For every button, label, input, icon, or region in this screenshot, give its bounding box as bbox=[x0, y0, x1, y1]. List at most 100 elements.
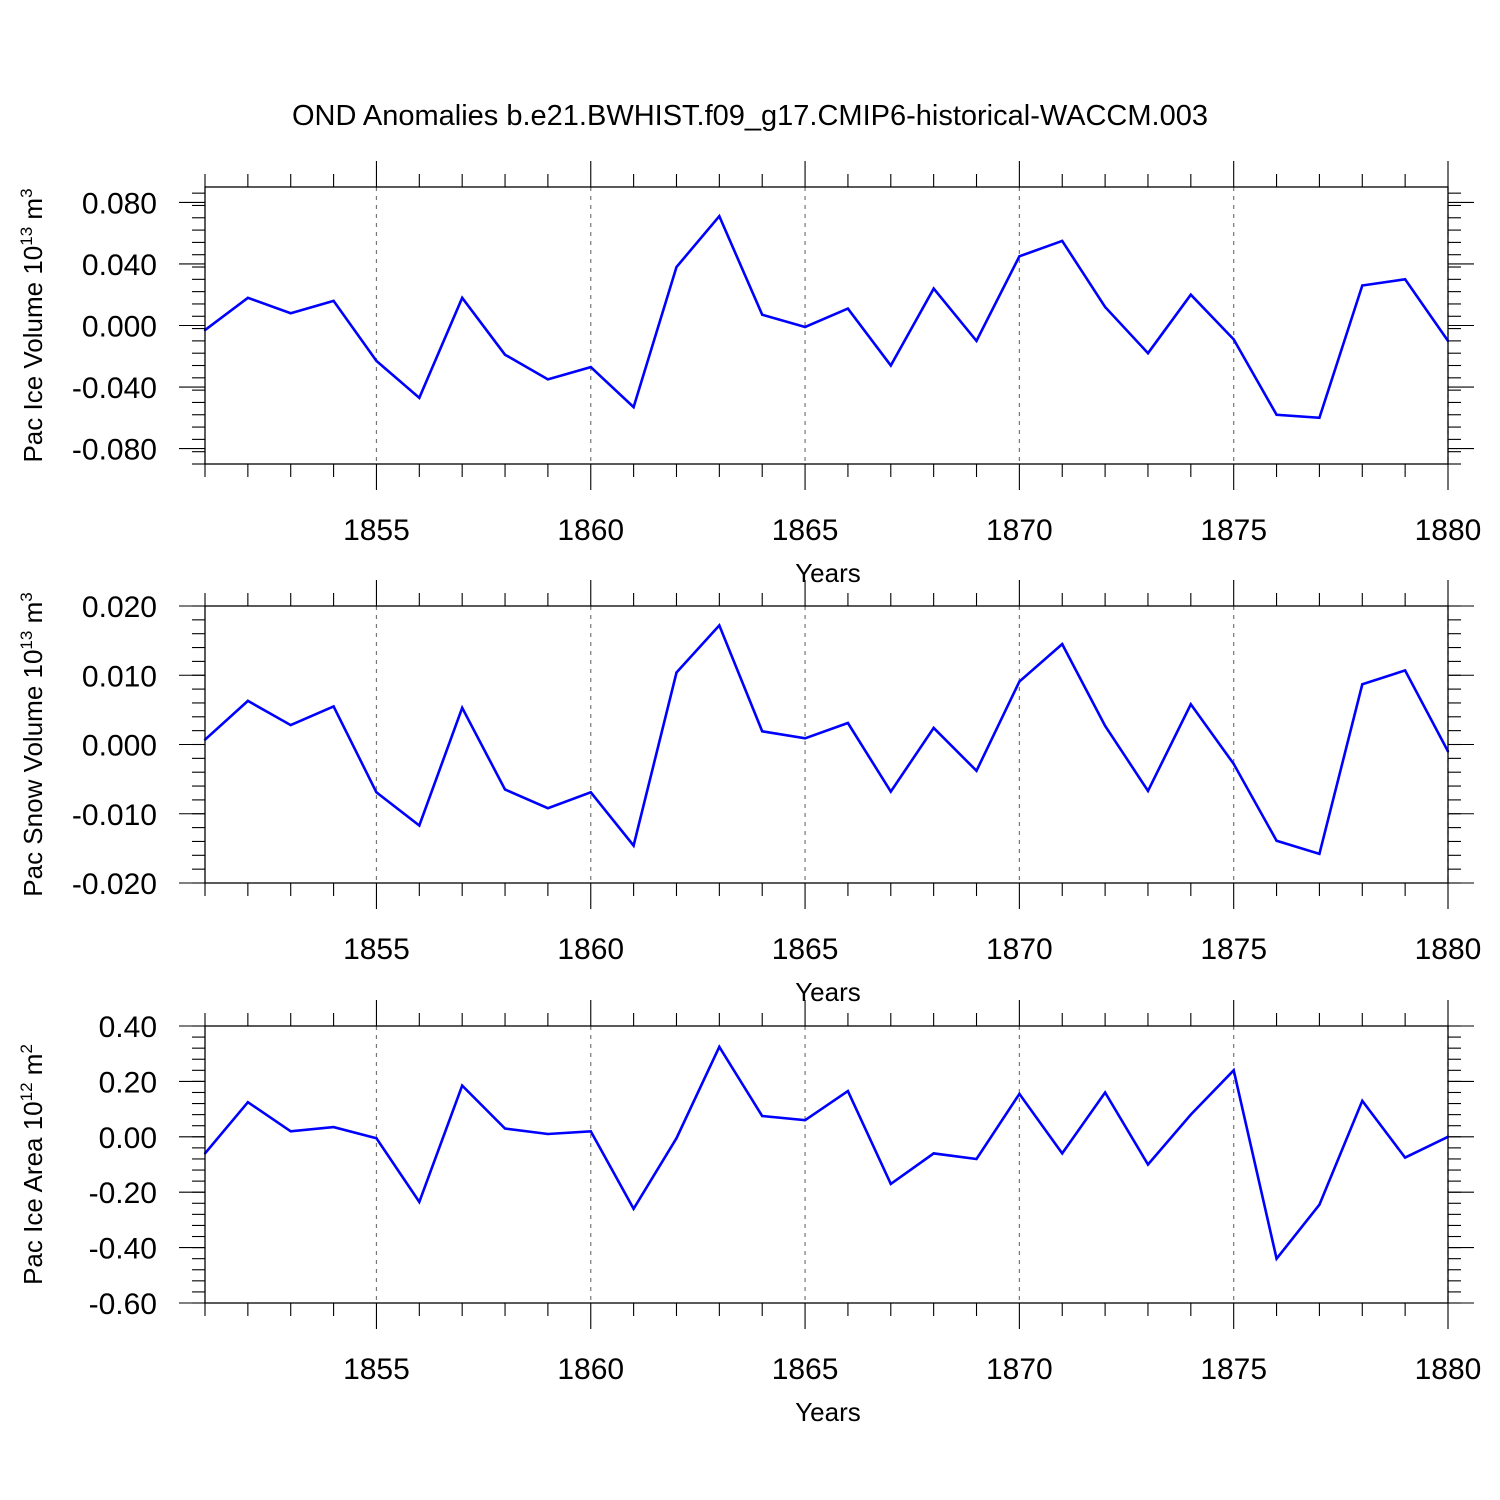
data-point-1862 bbox=[675, 1136, 678, 1140]
x-tick-label: 1880 bbox=[1415, 514, 1482, 547]
data-point-1852 bbox=[246, 699, 250, 703]
figure-title: OND Anomalies b.e21.BWHIST.f09_g17.CMIP6… bbox=[292, 100, 1208, 132]
data-point-1862 bbox=[675, 265, 678, 269]
data-point-1857 bbox=[460, 706, 464, 709]
data-point-1855 bbox=[375, 1136, 378, 1140]
data-point-1879 bbox=[1403, 278, 1407, 281]
panel-1: -0.080 -0.040 0.000 0.040 0.080 1855 1860 1865 1… bbox=[17, 161, 1481, 588]
data-point-1864 bbox=[761, 313, 764, 316]
data-point-1860 bbox=[589, 791, 592, 794]
data-point-1860 bbox=[589, 1130, 592, 1133]
x-tick-label: 1865 bbox=[772, 933, 839, 966]
data-point-1874 bbox=[1189, 1113, 1193, 1116]
y-axis-label: Pac Ice Area 1012 m2 bbox=[17, 1044, 48, 1285]
data-point-1863 bbox=[718, 1045, 721, 1048]
data-point-1869 bbox=[975, 1157, 978, 1161]
y-tick-label: 0.20 bbox=[99, 1066, 157, 1099]
panel-3: -0.60 -0.40 -0.20 0.00 0.20 0.40 1855 1860 1865 1… bbox=[17, 1000, 1481, 1427]
data-point-1864 bbox=[761, 1114, 764, 1118]
y-tick-label: 0.000 bbox=[82, 730, 157, 763]
data-point-1866 bbox=[846, 1089, 850, 1093]
data-point-1861 bbox=[632, 405, 635, 409]
data-point-1878 bbox=[1361, 683, 1364, 686]
data-point-1856 bbox=[418, 396, 421, 400]
data-point-1871 bbox=[1061, 642, 1064, 646]
x-axis-label: Years bbox=[795, 1397, 861, 1427]
x-tick-label: 1875 bbox=[1200, 1353, 1267, 1386]
data-point-1855 bbox=[375, 791, 378, 794]
data-point-1860 bbox=[589, 365, 592, 369]
y-tick-label: -0.40 bbox=[89, 1233, 157, 1266]
x-tick-label: 1865 bbox=[772, 1353, 839, 1386]
x-tick-label: 1855 bbox=[343, 1353, 410, 1386]
data-point-1865 bbox=[803, 325, 807, 329]
series-line bbox=[204, 213, 1450, 420]
data-point-1854 bbox=[332, 1125, 335, 1129]
data-point-1869 bbox=[975, 769, 978, 773]
data-point-1874 bbox=[1189, 293, 1193, 296]
data-point-1875 bbox=[1232, 1069, 1235, 1072]
y-axis-label-unit-exponent: 2 bbox=[17, 1044, 36, 1053]
data-point-1858 bbox=[503, 353, 507, 356]
data-point-1874 bbox=[1189, 703, 1193, 706]
y-tick-label: 0.00 bbox=[99, 1122, 157, 1155]
data-point-1857 bbox=[460, 1084, 464, 1087]
y-axis-label: Pac Snow Volume 1013 m3 bbox=[17, 592, 48, 896]
x-tick-label: 1870 bbox=[986, 1353, 1053, 1386]
data-point-1870 bbox=[1018, 1092, 1021, 1096]
data-point-1871 bbox=[1061, 1152, 1064, 1155]
data-point-1865 bbox=[803, 1118, 807, 1122]
data-point-1877 bbox=[1318, 416, 1321, 420]
data-point-1868 bbox=[932, 1152, 935, 1155]
data-point-1863 bbox=[718, 624, 721, 627]
data-point-1854 bbox=[332, 705, 335, 708]
y-tick-label: 0.40 bbox=[99, 1011, 157, 1044]
y-tick-label: 0.020 bbox=[82, 591, 157, 624]
data-point-1862 bbox=[675, 671, 678, 674]
data-point-1866 bbox=[846, 721, 850, 725]
data-point-1856 bbox=[418, 824, 421, 827]
series-line bbox=[204, 622, 1450, 856]
x-tick-label: 1865 bbox=[772, 514, 839, 547]
y-axis-label-unit: m bbox=[18, 198, 48, 227]
plot-frame bbox=[204, 605, 1449, 884]
plot-frame bbox=[204, 1025, 1449, 1304]
data-point-1864 bbox=[761, 730, 764, 733]
data-point-1873 bbox=[1146, 352, 1150, 355]
data-point-1853 bbox=[289, 1130, 292, 1133]
data-point-1875 bbox=[1232, 338, 1235, 341]
data-point-1867 bbox=[889, 1182, 892, 1186]
data-point-1872 bbox=[1103, 305, 1107, 309]
y-axis-label-unit: m bbox=[18, 1054, 48, 1083]
y-tick-label: 0.010 bbox=[82, 660, 157, 693]
data-point-1869 bbox=[975, 339, 978, 343]
data-point-1859 bbox=[546, 378, 550, 381]
x-axis-label: Years bbox=[795, 558, 861, 588]
data-point-1870 bbox=[1018, 255, 1021, 258]
data-point-1876 bbox=[1275, 839, 1278, 842]
data-point-1859 bbox=[546, 1132, 550, 1136]
x-axis-label: Years bbox=[795, 977, 861, 1007]
data-point-1873 bbox=[1146, 1163, 1150, 1166]
data-point-1870 bbox=[1018, 680, 1021, 683]
data-point-1865 bbox=[803, 737, 807, 740]
x-tick-label: 1860 bbox=[557, 514, 624, 547]
x-tick-label: 1880 bbox=[1415, 933, 1482, 966]
data-point-1872 bbox=[1103, 1091, 1107, 1094]
data-point-1852 bbox=[246, 1100, 250, 1104]
data-point-1879 bbox=[1403, 1156, 1407, 1159]
data-point-1867 bbox=[889, 364, 892, 367]
data-point-1858 bbox=[503, 1127, 507, 1130]
data-point-1854 bbox=[332, 299, 335, 303]
y-tick-label: -0.20 bbox=[89, 1177, 157, 1210]
data-point-1861 bbox=[632, 1207, 635, 1211]
data-point-1857 bbox=[460, 296, 464, 299]
x-tick-label: 1855 bbox=[343, 514, 410, 547]
panels: -0.080 -0.040 0.000 0.040 0.080 1855 1860 1865 1… bbox=[17, 161, 1481, 1427]
x-tick-label: 1860 bbox=[557, 933, 624, 966]
data-point-1853 bbox=[289, 311, 292, 315]
y-axis-label-unit-exponent: 3 bbox=[17, 592, 36, 601]
x-tick-label: 1875 bbox=[1200, 933, 1267, 966]
data-point-1876 bbox=[1275, 1257, 1278, 1260]
